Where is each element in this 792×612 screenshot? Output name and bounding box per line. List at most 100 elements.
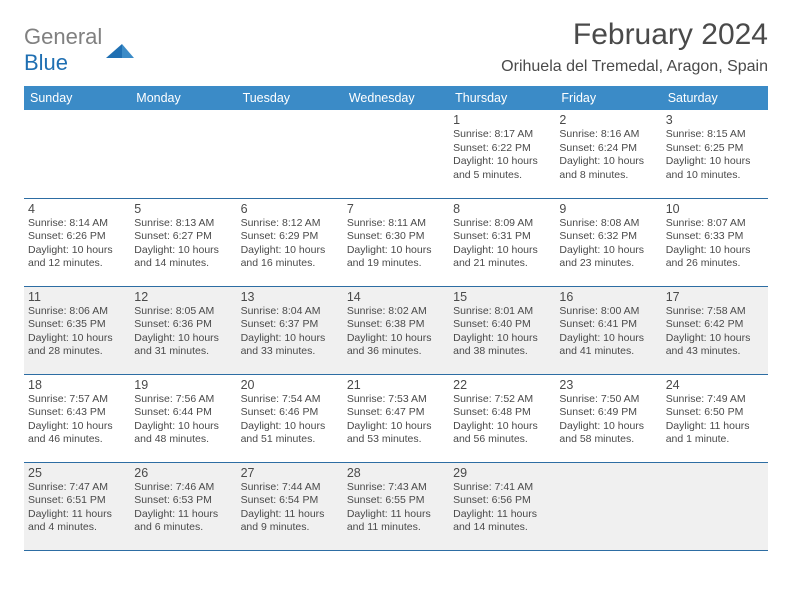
- day-ss: Sunset: 6:37 PM: [241, 318, 339, 332]
- day-cell: 29Sunrise: 7:41 AMSunset: 6:56 PMDayligh…: [449, 462, 555, 550]
- day-ss: Sunset: 6:36 PM: [134, 318, 232, 332]
- day-info: Sunrise: 7:54 AMSunset: 6:46 PMDaylight:…: [241, 393, 339, 448]
- month-title: February 2024: [501, 18, 768, 52]
- day-number: 23: [559, 378, 657, 392]
- day-info: Sunrise: 8:05 AMSunset: 6:36 PMDaylight:…: [134, 305, 232, 360]
- day-cell: 6Sunrise: 8:12 AMSunset: 6:29 PMDaylight…: [237, 198, 343, 286]
- day-dl: Daylight: 11 hours and 14 minutes.: [453, 508, 551, 535]
- day-dl: Daylight: 10 hours and 8 minutes.: [559, 155, 657, 182]
- day-sr: Sunrise: 7:49 AM: [666, 393, 764, 407]
- day-sr: Sunrise: 8:14 AM: [28, 217, 126, 231]
- day-header: Wednesday: [343, 86, 449, 110]
- day-ss: Sunset: 6:30 PM: [347, 230, 445, 244]
- day-ss: Sunset: 6:40 PM: [453, 318, 551, 332]
- day-number: 8: [453, 202, 551, 216]
- day-number: 27: [241, 466, 339, 480]
- day-number: 21: [347, 378, 445, 392]
- day-number: 15: [453, 290, 551, 304]
- day-cell: 7Sunrise: 8:11 AMSunset: 6:30 PMDaylight…: [343, 198, 449, 286]
- day-ss: Sunset: 6:46 PM: [241, 406, 339, 420]
- day-sr: Sunrise: 8:17 AM: [453, 128, 551, 142]
- day-cell: 23Sunrise: 7:50 AMSunset: 6:49 PMDayligh…: [555, 374, 661, 462]
- day-cell: 20Sunrise: 7:54 AMSunset: 6:46 PMDayligh…: [237, 374, 343, 462]
- day-number: 6: [241, 202, 339, 216]
- day-cell: 27Sunrise: 7:44 AMSunset: 6:54 PMDayligh…: [237, 462, 343, 550]
- day-number: 10: [666, 202, 764, 216]
- day-ss: Sunset: 6:25 PM: [666, 142, 764, 156]
- day-dl: Daylight: 10 hours and 16 minutes.: [241, 244, 339, 271]
- day-cell: 12Sunrise: 8:05 AMSunset: 6:36 PMDayligh…: [130, 286, 236, 374]
- week-row: 18Sunrise: 7:57 AMSunset: 6:43 PMDayligh…: [24, 374, 768, 462]
- day-info: Sunrise: 8:14 AMSunset: 6:26 PMDaylight:…: [28, 217, 126, 272]
- day-dl: Daylight: 10 hours and 53 minutes.: [347, 420, 445, 447]
- day-dl: Daylight: 10 hours and 36 minutes.: [347, 332, 445, 359]
- day-ss: Sunset: 6:35 PM: [28, 318, 126, 332]
- day-ss: Sunset: 6:32 PM: [559, 230, 657, 244]
- day-dl: Daylight: 11 hours and 9 minutes.: [241, 508, 339, 535]
- logo: General Blue: [24, 18, 134, 76]
- day-dl: Daylight: 10 hours and 19 minutes.: [347, 244, 445, 271]
- day-dl: Daylight: 10 hours and 48 minutes.: [134, 420, 232, 447]
- day-sr: Sunrise: 8:02 AM: [347, 305, 445, 319]
- day-number: 20: [241, 378, 339, 392]
- title-block: February 2024 Orihuela del Tremedal, Ara…: [501, 18, 768, 76]
- day-sr: Sunrise: 8:00 AM: [559, 305, 657, 319]
- day-cell: 18Sunrise: 7:57 AMSunset: 6:43 PMDayligh…: [24, 374, 130, 462]
- day-info: Sunrise: 8:09 AMSunset: 6:31 PMDaylight:…: [453, 217, 551, 272]
- day-cell: 28Sunrise: 7:43 AMSunset: 6:55 PMDayligh…: [343, 462, 449, 550]
- day-cell: [555, 462, 661, 550]
- header: General Blue February 2024 Orihuela del …: [24, 18, 768, 76]
- day-dl: Daylight: 10 hours and 14 minutes.: [134, 244, 232, 271]
- day-number: 1: [453, 113, 551, 127]
- day-cell: [343, 110, 449, 198]
- day-sr: Sunrise: 7:56 AM: [134, 393, 232, 407]
- day-info: Sunrise: 7:58 AMSunset: 6:42 PMDaylight:…: [666, 305, 764, 360]
- day-info: Sunrise: 8:04 AMSunset: 6:37 PMDaylight:…: [241, 305, 339, 360]
- day-sr: Sunrise: 7:44 AM: [241, 481, 339, 495]
- day-cell: 13Sunrise: 8:04 AMSunset: 6:37 PMDayligh…: [237, 286, 343, 374]
- day-number: 13: [241, 290, 339, 304]
- day-cell: [237, 110, 343, 198]
- day-info: Sunrise: 8:11 AMSunset: 6:30 PMDaylight:…: [347, 217, 445, 272]
- day-number: 11: [28, 290, 126, 304]
- day-ss: Sunset: 6:49 PM: [559, 406, 657, 420]
- logo-word1: General: [24, 24, 102, 49]
- day-number: 22: [453, 378, 551, 392]
- location: Orihuela del Tremedal, Aragon, Spain: [501, 58, 768, 76]
- day-dl: Daylight: 10 hours and 12 minutes.: [28, 244, 126, 271]
- day-sr: Sunrise: 8:05 AM: [134, 305, 232, 319]
- day-number: 2: [559, 113, 657, 127]
- day-ss: Sunset: 6:41 PM: [559, 318, 657, 332]
- day-number: 9: [559, 202, 657, 216]
- day-sr: Sunrise: 7:58 AM: [666, 305, 764, 319]
- day-sr: Sunrise: 8:16 AM: [559, 128, 657, 142]
- day-info: Sunrise: 7:49 AMSunset: 6:50 PMDaylight:…: [666, 393, 764, 448]
- day-number: 5: [134, 202, 232, 216]
- day-number: 29: [453, 466, 551, 480]
- day-dl: Daylight: 10 hours and 38 minutes.: [453, 332, 551, 359]
- day-number: 25: [28, 466, 126, 480]
- day-cell: 19Sunrise: 7:56 AMSunset: 6:44 PMDayligh…: [130, 374, 236, 462]
- day-cell: 26Sunrise: 7:46 AMSunset: 6:53 PMDayligh…: [130, 462, 236, 550]
- day-number: 28: [347, 466, 445, 480]
- day-sr: Sunrise: 8:08 AM: [559, 217, 657, 231]
- day-header: Sunday: [24, 86, 130, 110]
- day-ss: Sunset: 6:53 PM: [134, 494, 232, 508]
- day-info: Sunrise: 8:15 AMSunset: 6:25 PMDaylight:…: [666, 128, 764, 183]
- day-ss: Sunset: 6:51 PM: [28, 494, 126, 508]
- day-dl: Daylight: 10 hours and 43 minutes.: [666, 332, 764, 359]
- day-ss: Sunset: 6:54 PM: [241, 494, 339, 508]
- day-dl: Daylight: 10 hours and 41 minutes.: [559, 332, 657, 359]
- day-sr: Sunrise: 8:01 AM: [453, 305, 551, 319]
- day-ss: Sunset: 6:33 PM: [666, 230, 764, 244]
- day-sr: Sunrise: 7:52 AM: [453, 393, 551, 407]
- day-number: 7: [347, 202, 445, 216]
- day-info: Sunrise: 7:52 AMSunset: 6:48 PMDaylight:…: [453, 393, 551, 448]
- day-cell: 25Sunrise: 7:47 AMSunset: 6:51 PMDayligh…: [24, 462, 130, 550]
- day-number: 24: [666, 378, 764, 392]
- day-info: Sunrise: 8:00 AMSunset: 6:41 PMDaylight:…: [559, 305, 657, 360]
- day-ss: Sunset: 6:47 PM: [347, 406, 445, 420]
- day-cell: [24, 110, 130, 198]
- day-cell: 21Sunrise: 7:53 AMSunset: 6:47 PMDayligh…: [343, 374, 449, 462]
- day-dl: Daylight: 11 hours and 1 minute.: [666, 420, 764, 447]
